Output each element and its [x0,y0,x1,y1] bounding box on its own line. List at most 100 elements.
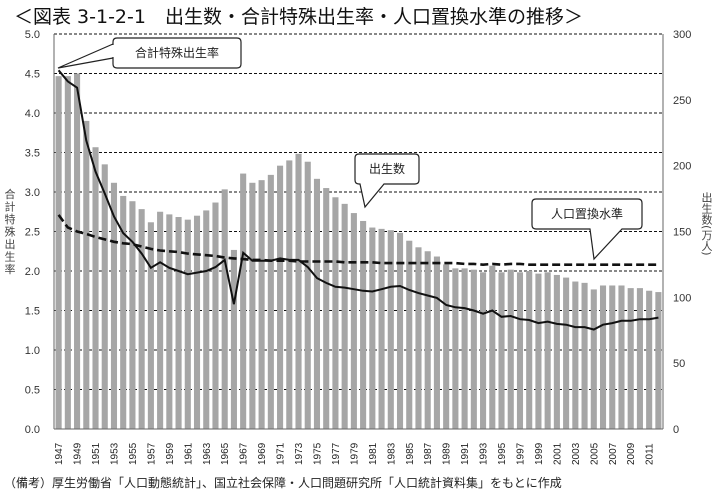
bar-births [452,268,459,429]
x-tick-label: 1963 [202,442,213,465]
y-left-tick-label: 3.0 [25,187,40,199]
bar-births [323,188,330,429]
bar-births [193,215,201,429]
y-left-axis-label: 特 [5,212,16,226]
bar-births [277,165,284,429]
bar-births [609,285,616,429]
x-tick-label: 1989 [442,442,453,465]
bar-births [433,256,440,429]
y-right-tick-label: 250 [673,95,691,107]
bar-births [313,178,321,429]
bar-births [470,269,477,429]
y-left-tick-label: 5.0 [25,29,40,41]
x-tick-label: 1981 [368,442,379,465]
callout-tfr-pointer [57,43,114,69]
x-tick-label: 1999 [534,442,545,465]
bar-births [443,264,450,429]
bar-births [166,214,173,429]
y-left-tick-label: 2.5 [25,227,40,239]
x-tick-label: 2005 [589,442,600,465]
bar-births [498,272,505,429]
callout-births-box [354,153,420,209]
callout-tfr: 合計特殊出生率 [135,45,219,60]
bar-births [221,189,228,429]
bar-births [396,232,404,429]
bar-births [646,290,653,429]
bar-births [92,147,99,429]
x-tick-label: 1967 [239,442,250,465]
x-tick-label: 1957 [146,442,157,465]
bar-births [572,281,579,429]
bar-births [526,271,533,429]
x-tick-label: 1953 [109,442,120,465]
bar-births [415,247,422,429]
y-left-axis-label: 率 [5,262,16,276]
bar-births [74,73,81,429]
x-tick-label: 1947 [54,442,65,465]
x-tick-label: 1959 [165,442,176,465]
bar-births [258,180,265,429]
x-tick-label: 1973 [294,442,305,465]
callout-replacement: 人口置換水準 [551,206,623,221]
bar-births [120,195,127,429]
x-tick-label: 1987 [423,442,434,465]
bar-births [332,197,339,429]
bar-births [184,219,191,429]
bar-births [157,211,164,429]
x-tick-label: 1955 [128,442,139,465]
y-left-tick-label: 2.0 [25,266,40,278]
x-tick-label: 1965 [220,442,231,465]
x-tick-label: 1977 [331,442,342,465]
bar-births [544,272,551,429]
x-tick-label: 1975 [312,442,323,465]
x-tick-label: 2009 [626,442,637,465]
bar-births [175,217,182,429]
x-tick-label: 1969 [257,442,268,465]
bar-births [553,274,560,429]
y-right-tick-label: 50 [673,358,685,370]
y-left-tick-label: 4.0 [25,108,40,120]
y-left-axis-label: 殊 [5,225,16,239]
y-left-tick-label: 3.5 [25,148,40,160]
bar-births [378,228,385,429]
bar-births [267,174,274,429]
bar-births [516,272,524,429]
x-tick-label: 1979 [349,442,360,465]
y-left-axis-label: 出 [5,237,16,251]
bar-births [507,269,514,429]
bar-births [129,201,136,429]
figure-title: ＜図表 3-1-2-1 出生数・合計特殊出生率・人口置換水準の推移＞ [14,6,583,28]
bar-births [636,288,643,429]
bar-births [387,230,394,429]
y-left-tick-label: 4.5 [25,69,40,81]
bar-births [64,76,71,429]
bar-births [212,202,219,429]
x-tick-label: 1983 [386,442,397,465]
x-tick-label: 1995 [497,442,508,465]
x-tick-label: 1971 [276,442,287,465]
bar-births [83,120,90,430]
x-tick-label: 1985 [405,442,416,465]
bar-births [101,164,108,429]
y-left-axis-label: 計 [5,200,16,214]
bar-births [655,292,662,429]
bar-births [489,265,496,429]
bar-births [249,182,256,429]
callout-replacement-box [531,198,643,261]
bar-births [480,272,487,429]
bar-births [286,160,293,429]
y-left-tick-label: 0.5 [25,385,40,397]
bar-births [203,210,210,429]
bar-births [369,227,376,429]
y-left-axis-label: 生 [5,250,16,264]
bar-births [350,213,357,429]
line-replacement-level [57,214,659,267]
bar-births [341,203,348,429]
x-tick-label: 1951 [91,442,102,465]
bar-births [563,277,570,429]
bar-births [304,161,311,429]
x-tick-label: 2003 [571,442,582,465]
x-tick-label: 1961 [183,442,194,465]
